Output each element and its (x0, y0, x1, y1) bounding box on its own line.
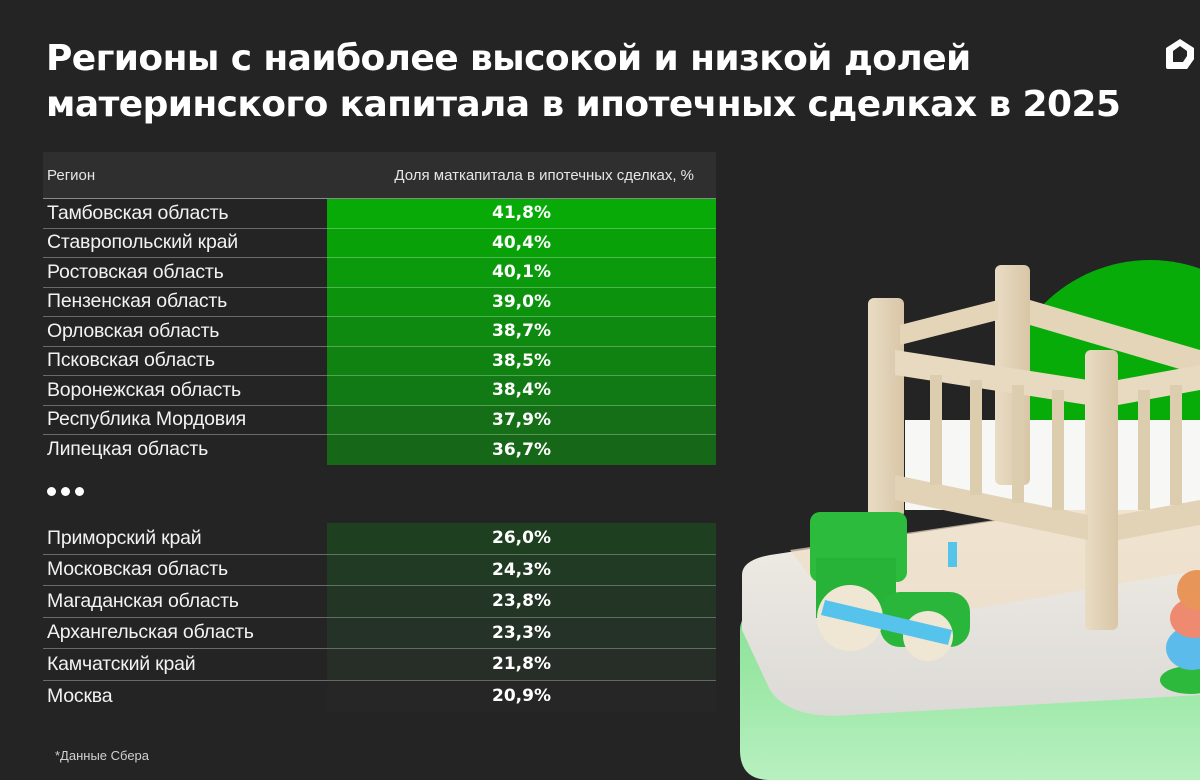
share-value: 20,9% (327, 680, 716, 712)
region-name: Архангельская область (43, 618, 327, 649)
region-name: Орловская область (43, 317, 327, 347)
share-value: 40,4% (327, 228, 716, 258)
share-value: 40,1% (327, 258, 716, 288)
table-row: Московская область 24,3% (43, 554, 716, 586)
table-row: Республика Мордовия 37,9% (43, 405, 716, 435)
crib-toys-illustration (740, 260, 1200, 780)
header-region: Регион (47, 166, 96, 184)
table-row: Тамбовская область 41,8% (43, 199, 716, 229)
table-row: Приморский край 26,0% (43, 523, 716, 555)
share-value: 26,0% (327, 523, 716, 555)
table-row: Ростовская область 40,1% (43, 258, 716, 288)
dot (75, 487, 84, 496)
table-row: Пензенская область 39,0% (43, 287, 716, 317)
region-name: Тамбовская область (43, 199, 327, 229)
region-name: Камчатский край (43, 649, 327, 681)
share-value: 23,3% (327, 617, 716, 649)
share-value: 21,8% (327, 649, 716, 681)
table-row: Липецкая область 36,7% (43, 435, 716, 465)
region-name: Воронежская область (43, 376, 327, 406)
share-value: 37,9% (327, 405, 716, 435)
share-value: 23,8% (327, 586, 716, 618)
table-row: Псковская область 38,5% (43, 346, 716, 376)
table-row: Архангельская область 23,3% (43, 617, 716, 649)
title-line-1: Регионы с наиболее высокой и низкой доле… (46, 38, 971, 79)
table-row: Магаданская область 23,8% (43, 586, 716, 618)
share-value: 41,8% (327, 199, 716, 229)
table-row: Ставропольский край 40,4% (43, 228, 716, 258)
table-row: Камчатский край 21,8% (43, 649, 716, 681)
share-value: 38,7% (327, 317, 716, 347)
dot (61, 487, 70, 496)
table-row: Москва 20,9% (43, 680, 716, 712)
region-name: Республика Мордовия (43, 406, 327, 435)
share-value: 38,5% (327, 346, 716, 376)
region-name: Псковская область (43, 347, 327, 376)
region-name: Ростовская область (43, 258, 327, 288)
region-name: Московская область (43, 555, 327, 586)
title-line-2: материнского капитала в ипотечных сделка… (46, 84, 1121, 125)
house-logo-icon (1166, 39, 1194, 69)
table-header: Регион Доля маткапитала в ипотечных сдел… (43, 152, 716, 199)
share-value: 38,4% (327, 376, 716, 406)
page-title: Регионы с наиболее высокой и низкой доле… (46, 36, 1126, 128)
region-name: Москва (47, 684, 113, 707)
share-value: 36,7% (327, 435, 716, 465)
header-share: Доля маткапитала в ипотечных сделках, % (394, 166, 694, 184)
region-name: Липецкая область (47, 438, 209, 461)
table-row: Орловская область 38,7% (43, 317, 716, 347)
table-row: Воронежская область 38,4% (43, 376, 716, 406)
region-name: Ставропольский край (43, 229, 327, 258)
ellipsis-separator (47, 487, 84, 496)
share-value: 24,3% (327, 554, 716, 586)
source-footnote: *Данные Сбера (55, 748, 150, 763)
top-regions-table: Регион Доля маткапитала в ипотечных сдел… (43, 152, 716, 465)
bottom-regions-table: Приморский край 26,0% Московская область 24… (43, 523, 716, 712)
region-name: Магаданская область (43, 586, 327, 618)
share-value: 39,0% (327, 287, 716, 317)
region-name: Приморский край (43, 523, 327, 555)
dot (47, 487, 56, 496)
region-name: Пензенская область (43, 288, 327, 317)
